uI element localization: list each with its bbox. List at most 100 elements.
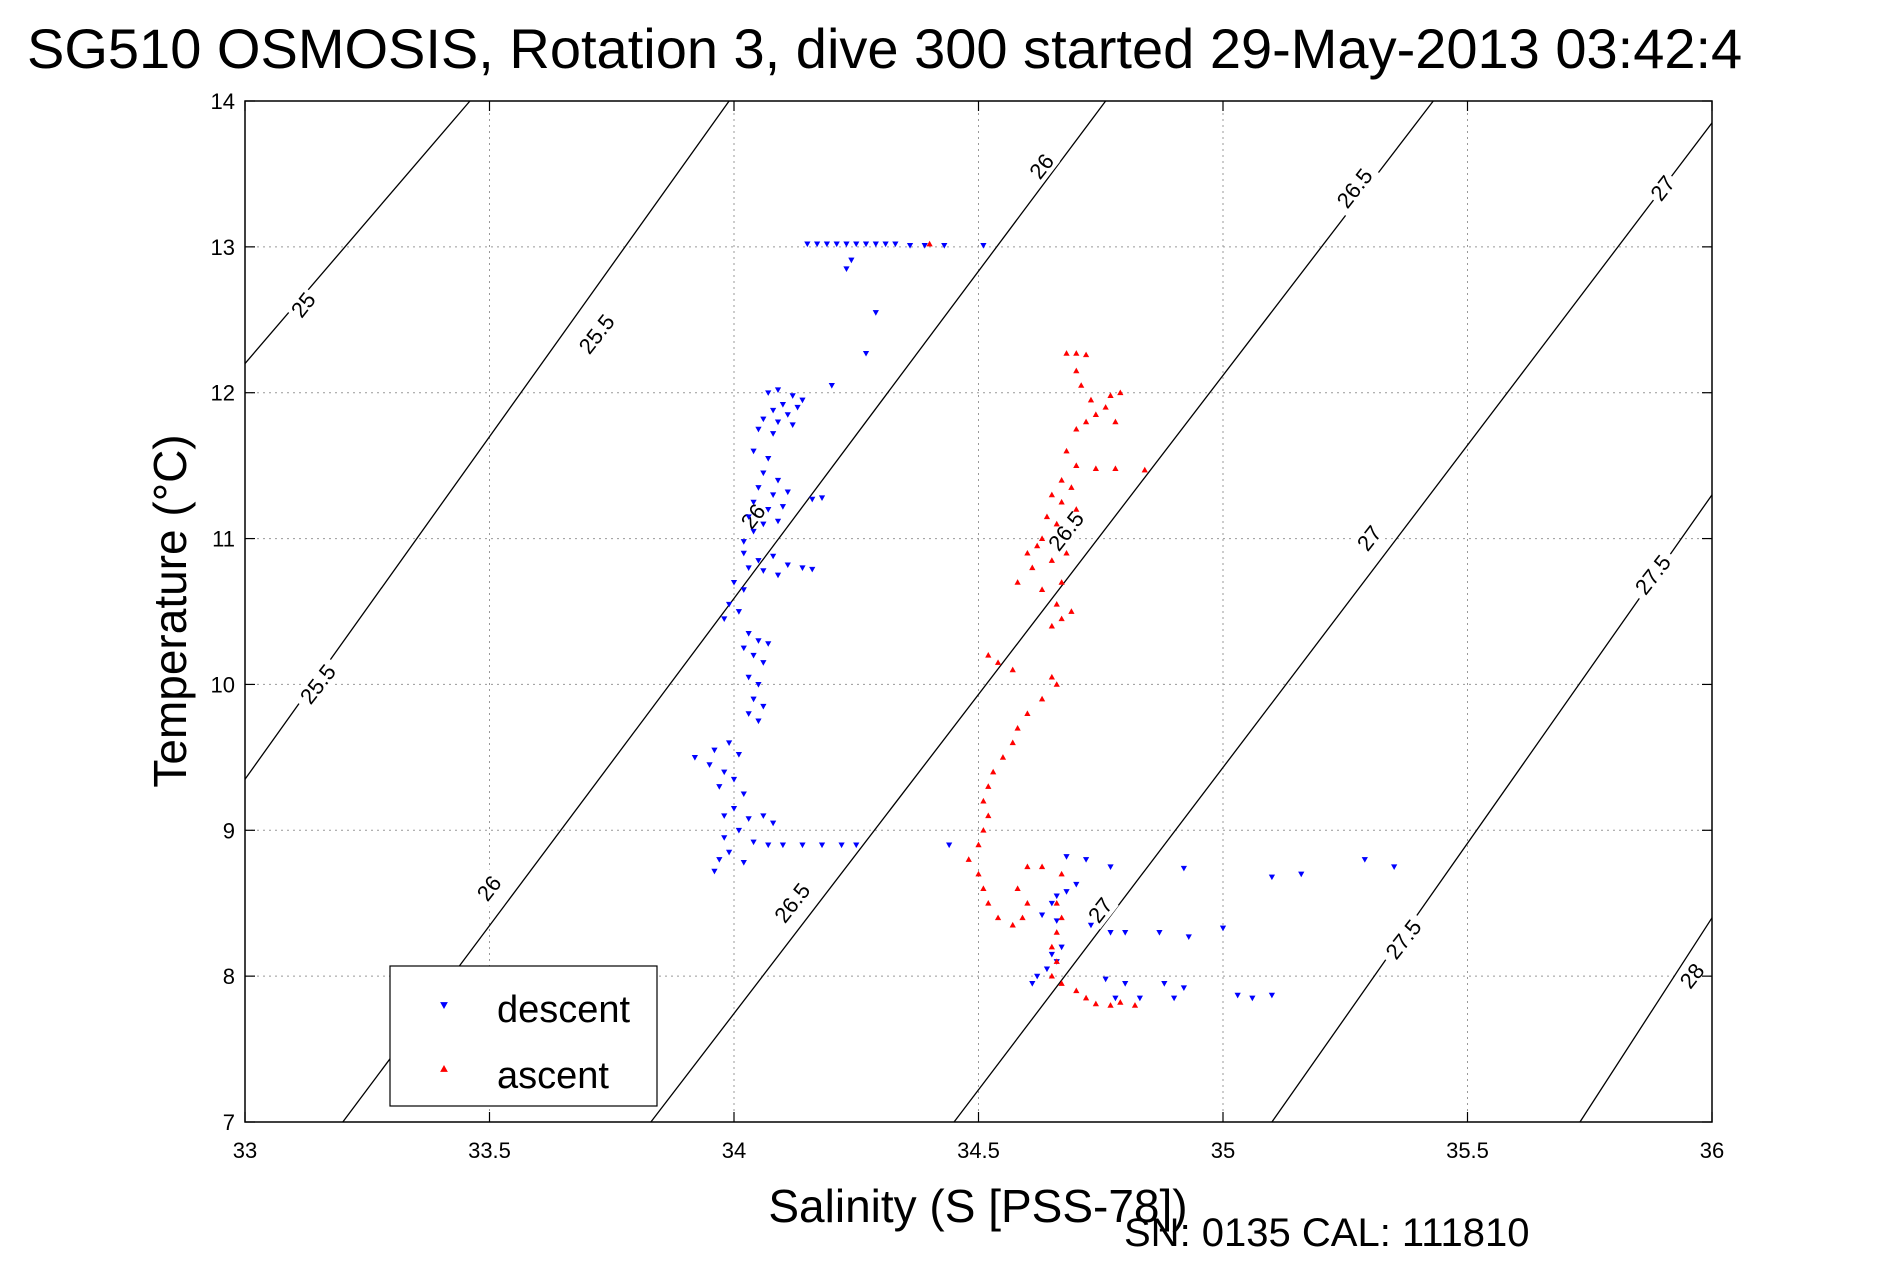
y-ticks: 7 8 9 10 11 12 13 14 <box>211 89 1712 1135</box>
ascent-point <box>1009 666 1016 673</box>
descent-point <box>774 419 782 426</box>
descent-point <box>1268 992 1276 999</box>
ascent-point <box>1063 350 1070 356</box>
descent-point <box>765 390 772 396</box>
descent-point <box>862 241 870 248</box>
descent-point <box>740 791 747 798</box>
ascent-point <box>1058 579 1065 585</box>
descent-point <box>882 241 889 248</box>
x-tick-label: 34.5 <box>957 1138 1000 1163</box>
ascent-point <box>975 841 982 848</box>
descent-point <box>779 402 787 408</box>
ascent-point <box>1073 367 1080 374</box>
ascent-point <box>1087 396 1095 403</box>
ascent-point <box>980 797 987 804</box>
descent-point <box>730 579 738 586</box>
ascent-point <box>1073 462 1080 469</box>
ascent-point <box>1082 994 1090 1001</box>
descent-point <box>779 842 787 849</box>
legend-box <box>389 965 658 1107</box>
descent-point <box>770 553 777 560</box>
contour-label-bg <box>1328 159 1381 217</box>
descent-point <box>1029 981 1036 987</box>
ascent-point <box>1058 477 1065 483</box>
descent-point <box>760 470 767 477</box>
descent-point <box>716 857 723 863</box>
descent-point <box>750 499 757 506</box>
descent-point <box>735 752 742 758</box>
descent-point <box>1053 893 1060 900</box>
descent-point <box>721 835 728 841</box>
descent-point <box>1082 857 1090 863</box>
descent-point <box>745 514 752 520</box>
descent-point <box>843 266 850 272</box>
ascent-point <box>1092 1000 1099 1007</box>
ascent-point <box>1063 447 1070 454</box>
descent-point <box>809 496 816 503</box>
descent-point <box>716 784 723 790</box>
ascent-point <box>1058 615 1065 622</box>
contour-label-bg <box>291 655 344 713</box>
x-tick-label: 35 <box>1211 1138 1235 1163</box>
ascent-point <box>1038 535 1046 541</box>
ascent-point <box>1058 498 1065 505</box>
descent-point <box>760 521 767 528</box>
descent-point <box>1102 976 1109 983</box>
descent-point <box>730 806 738 812</box>
descent-point <box>1180 865 1187 872</box>
legend-descent-triangle <box>440 1002 448 1010</box>
contour-line-26-5 <box>650 100 1434 1123</box>
ascent-point <box>1112 465 1119 471</box>
descent-point <box>862 350 870 357</box>
sn-cal-footer: SN: 0135 CAL: 111810 <box>1124 1211 1529 1255</box>
ascent-point <box>1053 929 1060 935</box>
ascent-point <box>1073 987 1080 994</box>
descent-point <box>828 383 835 389</box>
descent-point <box>740 539 747 545</box>
legend-ascent-marker <box>440 1064 448 1072</box>
ascent-point <box>1073 350 1080 356</box>
contour-label-bg <box>1377 910 1430 968</box>
series-descent <box>691 241 1398 1002</box>
ascent-point <box>1092 411 1099 417</box>
descent-point <box>1156 930 1163 936</box>
contour-label-bg <box>1039 501 1092 560</box>
descent-point <box>1038 912 1046 919</box>
contour-line-27-5 <box>1271 494 1713 1123</box>
ascent-point <box>1082 418 1090 425</box>
descent-point <box>784 412 791 418</box>
descent-point <box>1058 944 1065 951</box>
descent-point <box>804 241 811 248</box>
ascent-point <box>1009 739 1016 746</box>
descent-point <box>853 241 860 248</box>
descent-point <box>1107 930 1114 936</box>
ascent-point <box>1053 600 1060 607</box>
contour-label-bg <box>570 305 623 363</box>
descent-point <box>760 660 767 666</box>
descent-point <box>833 241 840 248</box>
ascent-point <box>1043 513 1051 520</box>
descent-point <box>1048 951 1055 958</box>
descent-point <box>765 507 772 513</box>
descent-point <box>906 243 914 249</box>
ascent-point <box>1058 980 1065 986</box>
ascent-point <box>980 885 987 892</box>
descent-point <box>755 558 762 564</box>
ascent-point <box>980 827 987 833</box>
descent-point <box>843 241 850 248</box>
ascent-point <box>985 812 992 819</box>
contour-label-bg <box>470 868 508 908</box>
ascent-point <box>1048 943 1055 950</box>
y-tick-label: 12 <box>211 381 235 406</box>
ascent-point <box>1058 870 1065 877</box>
density-contours <box>244 100 1713 1123</box>
descent-point <box>818 495 826 501</box>
descent-point <box>740 550 747 557</box>
descent-point <box>872 241 879 248</box>
descent-point <box>1087 922 1095 929</box>
ascent-point <box>1048 491 1055 498</box>
descent-point <box>794 404 801 411</box>
descent-point <box>818 842 826 849</box>
descent-point <box>1112 995 1119 1002</box>
